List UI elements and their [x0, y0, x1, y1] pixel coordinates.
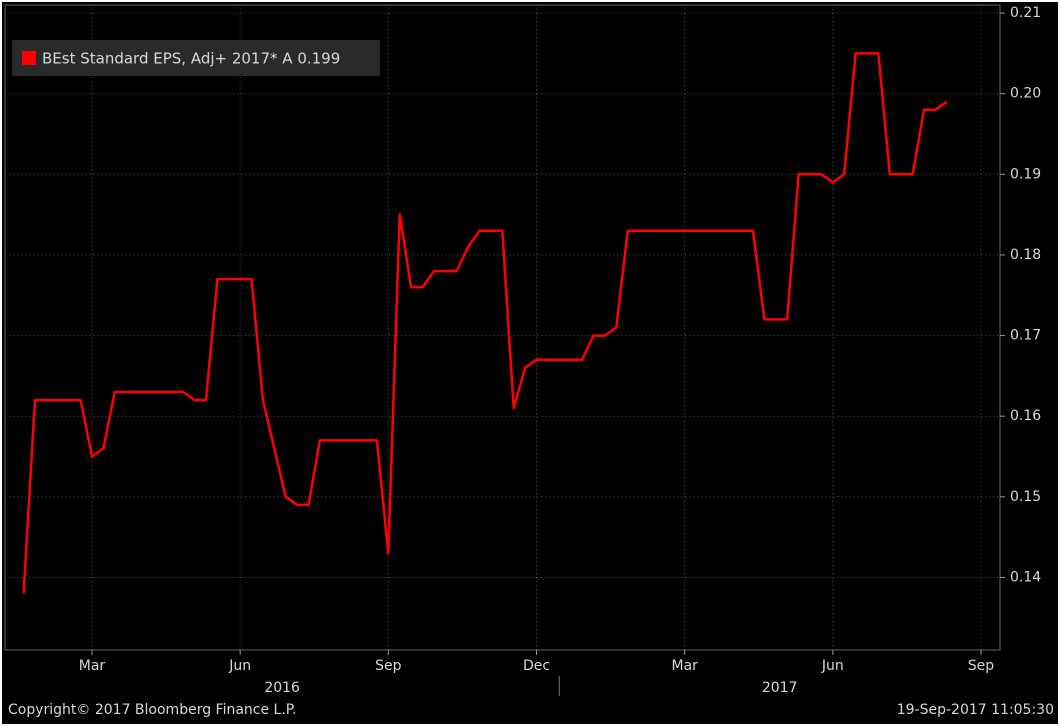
y-tick-label: 0.15 — [1010, 489, 1041, 505]
x-tick-label: Mar — [671, 658, 698, 674]
y-tick-label: 0.19 — [1010, 166, 1041, 182]
legend-swatch — [22, 51, 36, 65]
y-tick-label: 0.20 — [1010, 86, 1041, 102]
legend-box — [12, 40, 380, 76]
y-tick-label: 0.16 — [1010, 408, 1041, 424]
x-tick-label: Sep — [375, 658, 402, 674]
y-tick-label: 0.17 — [1010, 328, 1041, 344]
y-tick-label: 0.14 — [1010, 569, 1041, 585]
plot-frame — [4, 4, 1001, 651]
x-tick-label: Jun — [228, 658, 251, 674]
line-series — [22, 52, 948, 594]
copyright: Copyright© 2017 Bloomberg Finance L.P. — [8, 702, 297, 718]
y-tick-label: 0.18 — [1010, 247, 1041, 263]
timestamp: 19-Sep-2017 11:05:30 — [897, 702, 1054, 718]
x-tick-label: Dec — [523, 658, 550, 674]
y-tick-label: 0.21 — [1010, 5, 1041, 21]
legend-label: BEst Standard EPS, Adj+ 2017* A 0.199 — [42, 50, 340, 68]
x-group-label: 2017 — [762, 680, 798, 696]
x-tick-label: Sep — [968, 658, 995, 674]
x-group-label: 2016 — [264, 680, 300, 696]
x-tick-label: Mar — [79, 658, 106, 674]
x-tick-label: Jun — [821, 658, 844, 674]
